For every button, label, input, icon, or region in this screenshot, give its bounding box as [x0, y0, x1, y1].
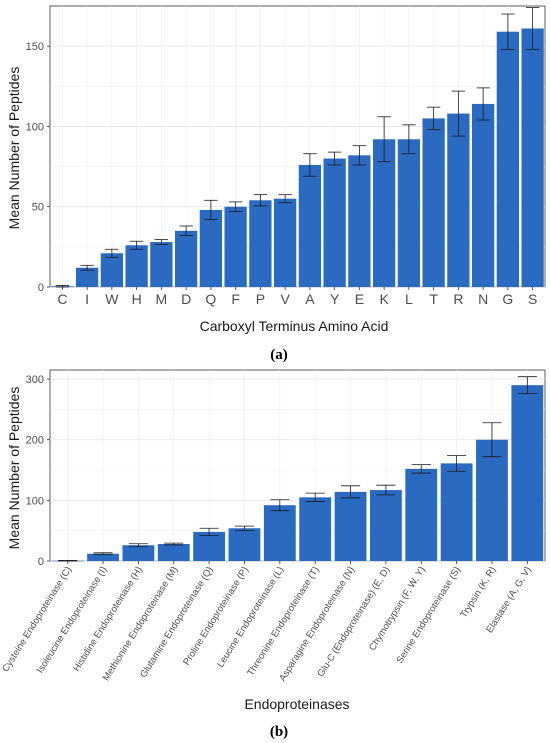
chart-b-y-tick-label: 200 — [26, 435, 44, 447]
x-tick-label-a-8: P — [256, 291, 265, 307]
bar-a-10 — [298, 164, 322, 287]
bar-a-3 — [125, 245, 148, 287]
chart-a-error-bars — [55, 7, 540, 288]
x-tick-label-b-11: Serine Endoproteinase (S) — [394, 565, 463, 666]
chart-a-y-tick-label: 50 — [32, 202, 44, 214]
x-tick-label-a-14: L — [405, 291, 413, 307]
x-tick-label-a-12: E — [355, 291, 364, 307]
x-tick-label-a-11: Y — [330, 291, 340, 307]
x-tick-label-b-0: Cysteine Endoproteinase (C) — [0, 565, 74, 674]
bar-a-15 — [422, 118, 445, 288]
x-tick-label-a-7: F — [231, 291, 240, 307]
x-tick-label-b-12: Trypsin (K, R) — [458, 565, 498, 620]
chart-panel-b: 0 100 200 300 Cysteine Endoproteinase (C)Is… — [0, 369, 546, 740]
chart-b-y-tick-label: 0 — [38, 556, 44, 568]
x-tick-label-a-2: W — [105, 291, 119, 307]
x-tick-label-a-5: D — [181, 291, 191, 307]
x-tick-label-b-2: Histidine Endoproteinase (H) — [71, 565, 145, 674]
x-tick-label-a-6: Q — [205, 291, 216, 307]
x-tick-label-a-17: N — [478, 291, 488, 307]
chart-a-bars — [51, 28, 544, 288]
bar-b-13 — [511, 385, 544, 561]
chart-b-panel-label: (b) — [270, 724, 288, 740]
chart-a-gridlines — [49, 5, 546, 288]
bar-b-4 — [193, 531, 226, 561]
chart-b-y-axis-title: Mean Number of Peptides — [6, 387, 22, 550]
bar-b-9 — [369, 490, 402, 561]
bar-a-7 — [224, 206, 247, 287]
bar-a-1 — [75, 267, 99, 287]
chart-b-x-ticks: Cysteine Endoproteinase (C)Isoleucine En… — [0, 561, 534, 683]
bar-b-1 — [87, 553, 119, 561]
bar-a-5 — [174, 230, 198, 287]
chart-a-y-tick-label: 0 — [38, 282, 44, 294]
x-tick-label-a-1: I — [85, 291, 89, 307]
chart-a-x-axis-title: Carboxyl Terminus Amino Acid — [200, 318, 389, 334]
x-tick-label-a-15: T — [429, 291, 438, 307]
x-tick-label-a-0: C — [57, 291, 67, 307]
bar-b-3 — [157, 544, 190, 561]
x-tick-label-a-16: R — [453, 291, 463, 307]
x-tick-label-a-3: H — [132, 291, 142, 307]
bar-a-19 — [521, 28, 544, 287]
chart-a-y-ticks: 0 50 100 150 — [26, 41, 50, 294]
x-tick-label-a-9: V — [280, 291, 290, 307]
chart-b-bars — [51, 385, 544, 562]
x-tick-label-a-4: M — [156, 291, 168, 307]
bar-a-2 — [100, 253, 124, 287]
bar-a-8 — [249, 200, 272, 287]
bar-a-9 — [273, 198, 297, 287]
x-tick-label-a-19: S — [528, 291, 537, 307]
x-tick-label-b-1: Isoleucine Endoproteinase (I) — [35, 565, 110, 676]
chart-b-y-tick-label: 300 — [26, 374, 44, 386]
x-tick-label-b-5: Proline Endoproteinase (P) — [181, 565, 251, 668]
bar-a-11 — [323, 158, 346, 287]
x-tick-label-a-10: A — [305, 291, 315, 307]
bar-b-10 — [405, 468, 438, 561]
chart-a-y-axis-title: Mean Number of Peptides — [6, 67, 22, 230]
bar-a-14 — [397, 139, 421, 287]
chart-a-panel-border — [49, 5, 546, 288]
bar-b-8 — [334, 491, 367, 561]
bar-a-12 — [348, 155, 371, 287]
x-tick-label-b-4: Glutamine Endoproteinase (Q) — [138, 565, 216, 680]
chart-b-y-ticks: 0 100 200 300 — [26, 374, 50, 568]
x-tick-label-b-7: Threonine Endoproteinase (T) — [245, 565, 321, 678]
bar-b-5 — [228, 528, 261, 561]
bar-a-13 — [372, 139, 396, 287]
chart-b-x-axis-title: Endoproteinases — [244, 696, 349, 712]
bar-b-12 — [476, 439, 508, 561]
bar-a-4 — [150, 242, 173, 287]
chart-a-y-tick-label: 100 — [26, 121, 44, 133]
x-tick-label-a-13: K — [379, 291, 389, 307]
chart-b-y-tick-label: 100 — [26, 495, 44, 507]
x-tick-label-b-9: Glu-C (Endoproteinase) (E, D) — [315, 565, 392, 679]
x-tick-label-b-6: Leucine Endoproteinase (L) — [215, 565, 286, 670]
x-tick-label-a-18: G — [502, 291, 513, 307]
chart-a-y-tick-label: 150 — [26, 41, 44, 53]
bar-a-16 — [447, 113, 470, 287]
bar-b-11 — [440, 463, 473, 561]
bar-a-6 — [199, 209, 223, 287]
bar-a-18 — [496, 31, 520, 287]
bar-a-17 — [471, 103, 495, 287]
bar-b-6 — [263, 505, 296, 561]
bar-b-7 — [299, 497, 332, 561]
chart-a-panel-label: (a) — [270, 347, 288, 363]
bar-b-2 — [122, 545, 155, 561]
